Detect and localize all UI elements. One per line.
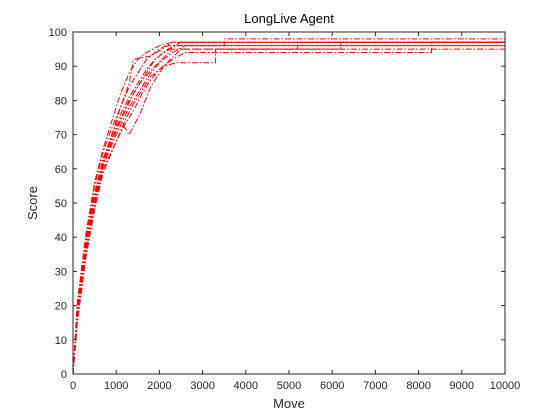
- series-line-3: [72, 41, 505, 375]
- x-tick-label: 5000: [277, 380, 301, 392]
- x-tick-label: 1000: [104, 380, 128, 392]
- x-tick-label: 9000: [450, 380, 474, 392]
- y-tick-label: 40: [55, 232, 67, 244]
- y-tick-label: 20: [55, 301, 67, 313]
- y-tick-label: 0: [61, 369, 67, 381]
- x-tick-label: 8000: [406, 380, 430, 392]
- y-tick-label: 90: [55, 61, 67, 73]
- series-line-10: [72, 45, 505, 375]
- x-tick-label: 10000: [490, 380, 521, 392]
- y-tick-label: 10: [55, 335, 67, 347]
- x-tick-label: 3000: [190, 380, 214, 392]
- axes-layer: 0 1000 2000 3000 4000 5000 6000 7000 8000 9000 100…: [49, 27, 521, 392]
- x-tick-label: 7000: [363, 380, 387, 392]
- plot-area: [73, 32, 505, 374]
- chart-title: LongLive Agent: [244, 11, 334, 26]
- y-tick-label: 60: [55, 164, 67, 176]
- series-line-9: [72, 41, 505, 375]
- y-tick-label: 50: [55, 198, 67, 210]
- y-tick-label: 30: [55, 266, 67, 278]
- x-tick-label: 6000: [320, 380, 344, 392]
- x-axis-title: Move: [273, 396, 305, 411]
- y-tick-label: 70: [55, 130, 67, 142]
- y-axis-title: Score: [25, 186, 40, 220]
- series-line-7: [72, 41, 505, 375]
- series-layer: [72, 38, 505, 375]
- y-tick-label: 80: [55, 95, 67, 107]
- y-tick-label: 100: [49, 27, 67, 39]
- x-tick-label: 2000: [147, 380, 171, 392]
- series-line-8: [72, 41, 505, 375]
- x-tick-label: 4000: [234, 380, 258, 392]
- x-tick-label: 0: [70, 380, 76, 392]
- series-line-2: [72, 48, 505, 375]
